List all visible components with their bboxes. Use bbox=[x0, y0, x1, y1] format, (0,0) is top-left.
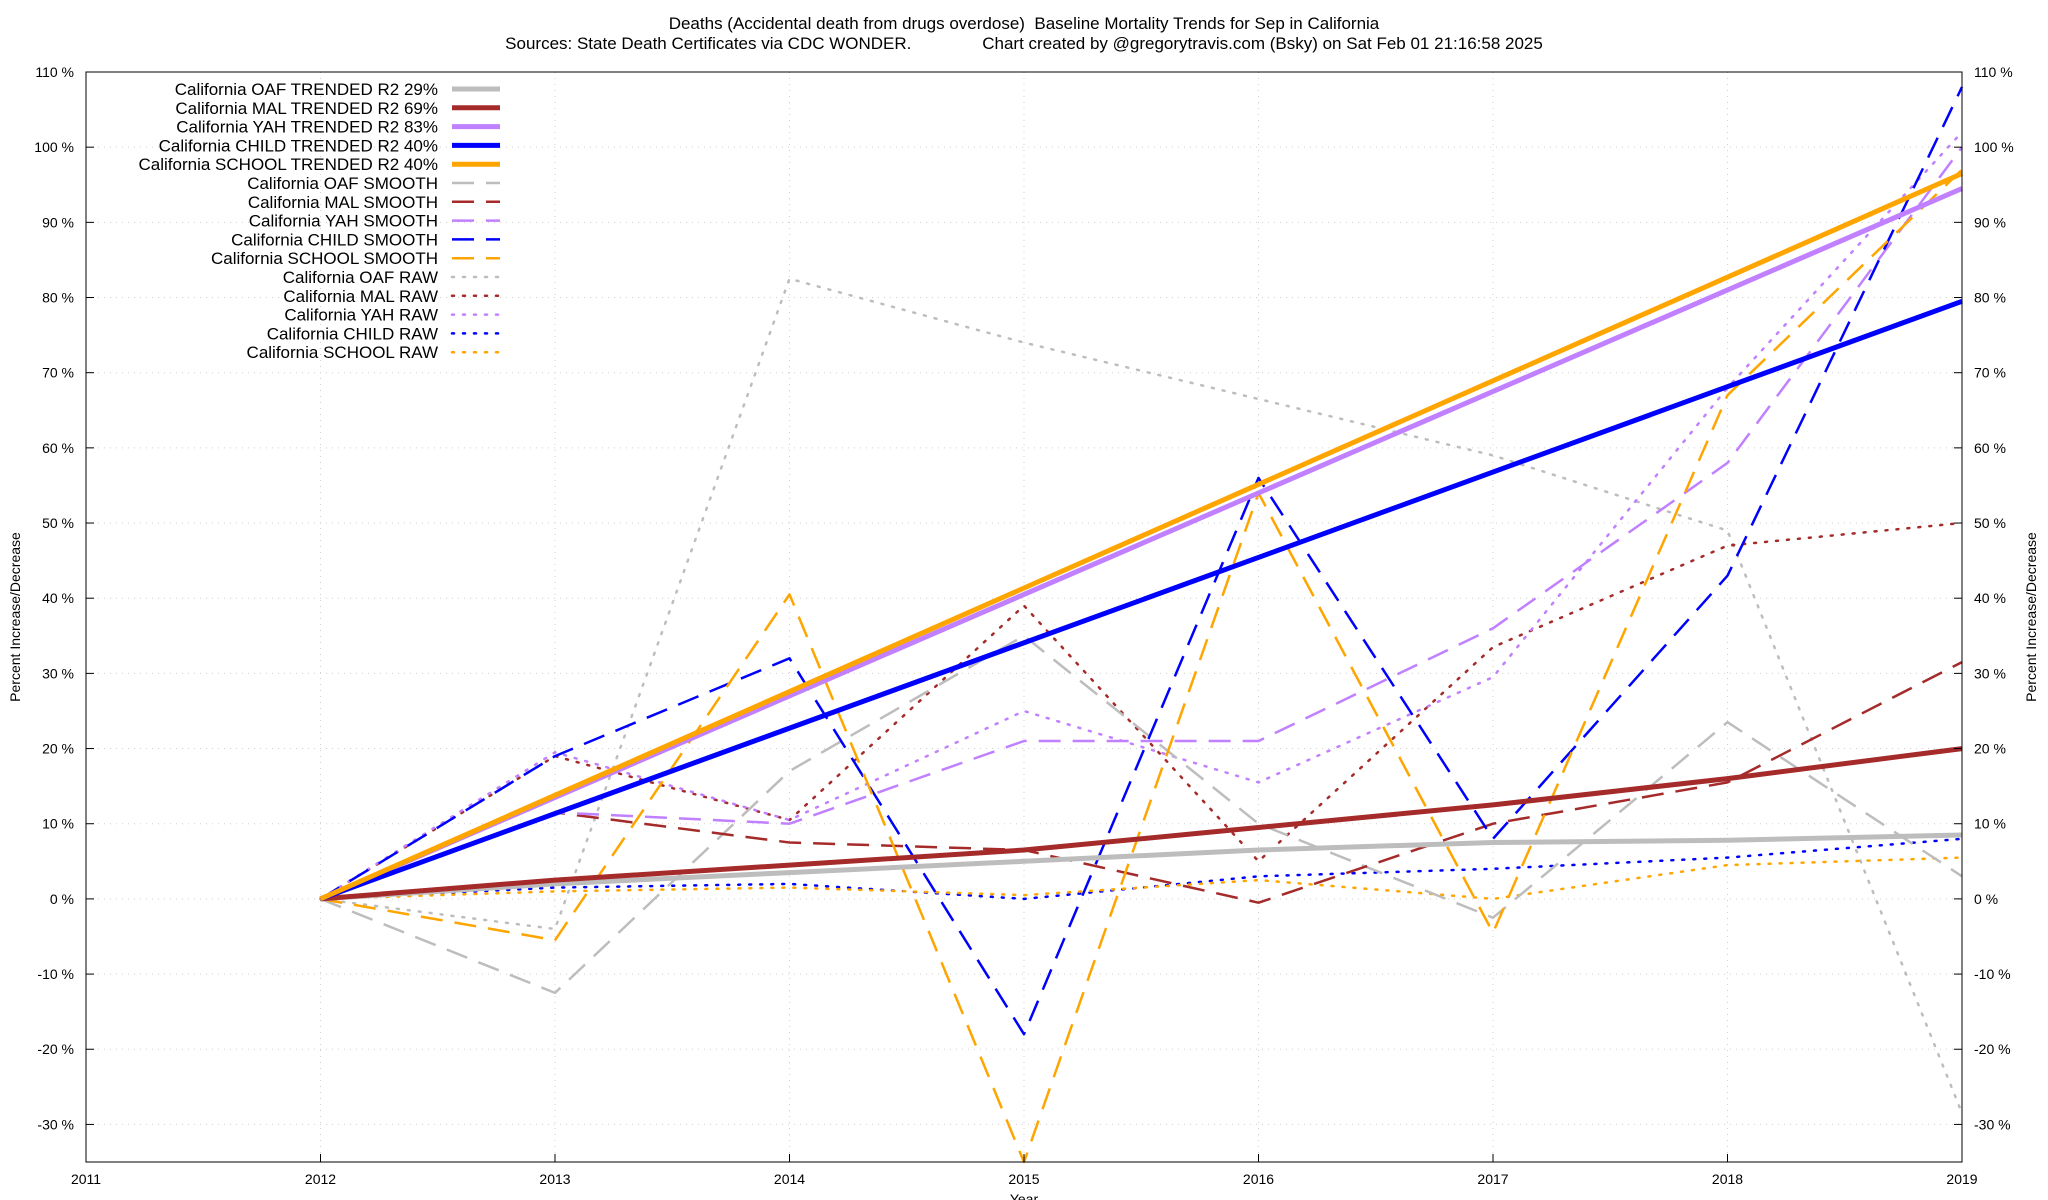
y2-tick-label: 10 % bbox=[1974, 816, 2006, 832]
y2-tick-label: -30 % bbox=[1974, 1116, 2011, 1132]
series-line bbox=[320, 746, 1963, 902]
x-tick-label: 2012 bbox=[305, 1171, 336, 1187]
legend-label: California SCHOOL TRENDED R2 40% bbox=[139, 155, 438, 174]
x-tick-label: 2015 bbox=[1008, 1171, 1039, 1187]
y2-tick-label: 40 % bbox=[1974, 590, 2006, 606]
y-tick-label: 100 % bbox=[34, 139, 74, 155]
y2-tick-label: 100 % bbox=[1974, 139, 2014, 155]
legend-label: California CHILD SMOOTH bbox=[231, 230, 438, 249]
y-axis-label: Percent Increase/Decrease bbox=[7, 532, 23, 702]
series-line bbox=[319, 298, 1963, 902]
y2-tick-label: 110 % bbox=[1974, 64, 2013, 80]
series-line bbox=[319, 130, 1964, 901]
legend-label: California YAH SMOOTH bbox=[249, 212, 438, 231]
y2-tick-label: 20 % bbox=[1974, 741, 2006, 757]
y-tick-label: 30 % bbox=[42, 665, 74, 681]
legend-label: California OAF TRENDED R2 29% bbox=[175, 80, 438, 99]
y2-tick-label: 60 % bbox=[1974, 440, 2006, 456]
series-line bbox=[319, 171, 1964, 902]
y-tick-label: 90 % bbox=[42, 214, 74, 230]
y2-tick-label: 50 % bbox=[1974, 515, 2006, 531]
chart-title: Deaths (Accidental death from drugs over… bbox=[668, 14, 1380, 33]
y-tick-label: 110 % bbox=[35, 64, 74, 80]
y2-tick-label: 70 % bbox=[1974, 365, 2006, 381]
chart-subtitle: Sources: State Death Certificates via CD… bbox=[505, 34, 1543, 53]
y-tick-label: 80 % bbox=[42, 290, 74, 306]
y2-tick-label: 0 % bbox=[1974, 891, 1998, 907]
legend-label: California MAL SMOOTH bbox=[248, 193, 438, 212]
legend-label: California SCHOOL SMOOTH bbox=[211, 249, 438, 268]
y2-tick-label: 90 % bbox=[1974, 214, 2006, 230]
x-tick-label: 2019 bbox=[1946, 1171, 1977, 1187]
legend: California OAF TRENDED R2 29%California … bbox=[139, 80, 502, 362]
legend-label: California CHILD RAW bbox=[267, 324, 438, 343]
y-tick-label: 40 % bbox=[42, 590, 74, 606]
legend-label: California OAF SMOOTH bbox=[247, 174, 438, 193]
y-tick-label: 10 % bbox=[42, 816, 74, 832]
x-tick-label: 2013 bbox=[539, 1171, 570, 1187]
series-line bbox=[319, 277, 1964, 1115]
series-line bbox=[319, 837, 1964, 901]
y2-tick-label: 30 % bbox=[1974, 665, 2006, 681]
y2-tick-label: -10 % bbox=[1974, 966, 2011, 982]
x-tick-label: 2014 bbox=[774, 1171, 805, 1187]
y-tick-label: 60 % bbox=[42, 440, 74, 456]
y-tick-label: -10 % bbox=[37, 966, 74, 982]
x-tick-label: 2011 bbox=[71, 1171, 101, 1187]
tick-layer: 110 % 110 % 100 % 100 % 90 % 90 % 80 % 80 % 70 %… bbox=[34, 64, 2013, 1187]
x-tick-label: 2018 bbox=[1712, 1171, 1743, 1187]
series-line bbox=[320, 634, 1963, 995]
series-layer bbox=[319, 86, 1964, 1164]
series-line bbox=[320, 168, 1963, 1164]
legend-label: California MAL RAW bbox=[283, 287, 438, 306]
y2-axis-label: Percent Increase/Decrease bbox=[2023, 532, 2039, 702]
y-tick-label: 20 % bbox=[42, 741, 74, 757]
legend-label: California MAL TRENDED R2 69% bbox=[175, 99, 438, 118]
legend-label: California CHILD TRENDED R2 40% bbox=[159, 136, 438, 155]
legend-label: California YAH RAW bbox=[284, 306, 438, 325]
y-tick-label: -30 % bbox=[37, 1116, 74, 1132]
legend-label: California OAF RAW bbox=[283, 268, 438, 287]
y-tick-label: 70 % bbox=[42, 365, 74, 381]
y-tick-label: 0 % bbox=[50, 891, 74, 907]
legend-label: California YAH TRENDED R2 83% bbox=[176, 118, 438, 137]
y2-tick-label: 80 % bbox=[1974, 290, 2006, 306]
y2-tick-label: -20 % bbox=[1974, 1041, 2011, 1057]
series-line bbox=[319, 86, 1964, 1036]
y-tick-label: -20 % bbox=[37, 1041, 74, 1057]
series-line bbox=[320, 832, 1963, 902]
legend-label: California SCHOOL RAW bbox=[247, 343, 438, 362]
x-axis-label: Year bbox=[1010, 1191, 1039, 1200]
x-tick-label: 2017 bbox=[1477, 1171, 1508, 1187]
series-line bbox=[320, 660, 1963, 904]
x-tick-label: 2016 bbox=[1243, 1171, 1274, 1187]
y-tick-label: 50 % bbox=[42, 515, 74, 531]
series-line bbox=[320, 146, 1964, 901]
